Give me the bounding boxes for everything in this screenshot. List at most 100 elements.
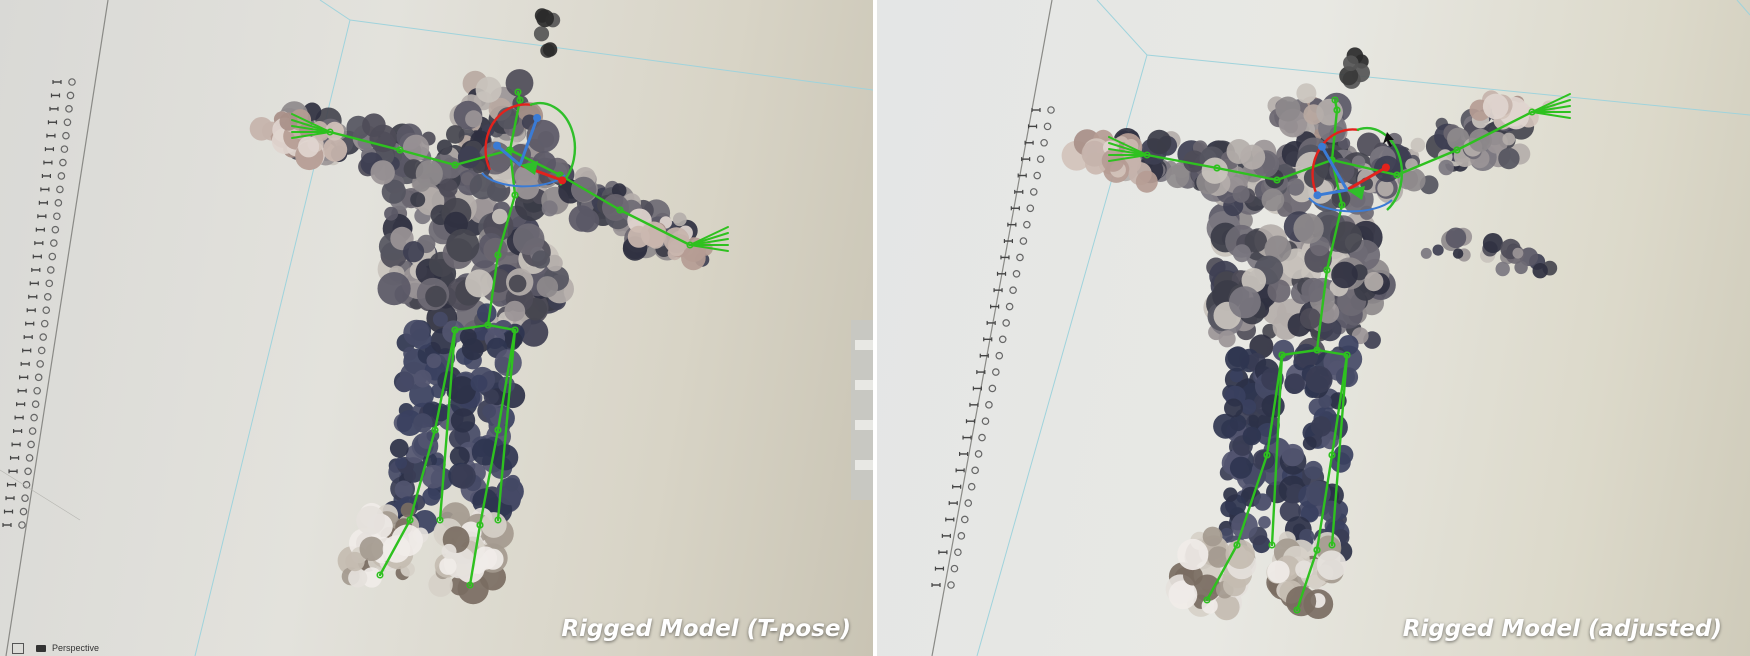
outliner-row[interactable] [44,145,69,153]
viewport-camera-label[interactable]: Perspective [36,643,99,653]
outliner-row[interactable] [34,239,58,247]
sidebar-toggle-icon[interactable] [12,643,24,654]
outliner-row[interactable] [976,368,1000,376]
viewport-panel-right[interactable]: Rigged Model (adjusted) [877,0,1750,656]
bone[interactable] [494,326,519,524]
outliner-row[interactable] [962,433,986,442]
rotate-ring-z[interactable] [1308,197,1393,213]
outliner-row[interactable] [1010,204,1035,213]
outliner-row[interactable] [934,564,959,573]
outliner-row[interactable] [52,78,76,86]
transform-gizmo-left[interactable] [481,102,577,188]
outliner-row[interactable] [938,548,962,557]
rotate-ring-y[interactable] [1356,127,1404,211]
outliner-row[interactable] [1007,220,1031,229]
transform-gizmo-right[interactable] [1308,127,1404,213]
outliner-row[interactable] [11,440,35,449]
outliner-row[interactable] [43,158,67,167]
skeleton-bones-right[interactable] [1108,93,1571,614]
outliner-row[interactable] [49,105,73,113]
outliner-row[interactable] [28,292,52,301]
outliner-row[interactable] [20,360,44,368]
bone[interactable] [1328,351,1351,549]
outliner-row[interactable] [47,118,72,127]
axis-z-arrow[interactable] [518,114,542,167]
rotate-ring-x[interactable] [484,103,533,171]
outliner-row[interactable] [9,454,34,462]
bone[interactable] [376,516,414,579]
bone-icon [16,402,26,407]
outliner-row[interactable] [8,467,32,476]
outliner-row[interactable] [13,427,37,435]
axis-neg-arrow[interactable] [493,141,522,167]
outliner-row[interactable] [1024,138,1048,147]
viewport-panel-left[interactable]: Perspective Rigged Model (T-pose) [0,0,873,656]
outliner-row[interactable] [19,373,43,382]
outliner-row[interactable] [37,212,61,221]
bone[interactable] [1268,351,1286,549]
outliner-row[interactable] [29,279,54,288]
bone[interactable] [514,88,524,104]
outliner-row[interactable] [41,172,66,180]
outliner-row[interactable] [941,532,966,540]
bone[interactable] [1293,546,1321,614]
bone[interactable] [1203,541,1241,604]
rotate-ring-y[interactable] [529,102,577,186]
outliner-row[interactable] [35,225,60,234]
outliner-row[interactable] [952,482,976,491]
outliner-row[interactable] [32,252,57,261]
outliner-row[interactable] [965,417,990,426]
rig-scene-right[interactable] [877,0,1750,656]
outliner-row[interactable] [1017,171,1042,180]
outliner-row[interactable] [26,306,51,315]
outliner-row[interactable] [50,91,75,100]
hand-bones[interactable] [291,113,331,139]
axis-neg-arrow[interactable] [1313,188,1349,200]
outliner-row[interactable] [983,335,1007,344]
outliner-row[interactable] [23,333,48,341]
outliner-row[interactable] [969,401,993,409]
outliner-row[interactable] [46,131,70,140]
axis-z-arrow[interactable] [1318,142,1349,192]
3d-viewport-right[interactable] [877,0,1750,656]
outliner-row[interactable] [1003,237,1028,245]
outliner-row[interactable] [931,581,955,589]
3d-viewport-left[interactable] [0,0,873,656]
outliner-row[interactable] [948,499,973,507]
outliner-row[interactable] [979,351,1004,360]
outliner-row[interactable] [945,515,969,524]
axis-x-arrow[interactable] [1345,163,1390,192]
outliner-row[interactable] [2,521,26,529]
outliner-row[interactable] [17,386,41,395]
outliner-row[interactable] [3,507,28,516]
outliner-row[interactable] [1021,155,1045,163]
rig-scene-left[interactable] [0,0,873,656]
outliner-row[interactable] [972,384,997,393]
outliner-row[interactable] [14,413,38,422]
outliner-row[interactable] [958,450,983,458]
outliner-row[interactable] [5,494,29,502]
outliner-row[interactable] [1031,106,1055,114]
outliner-row[interactable] [22,346,46,355]
plane-handle[interactable] [1347,186,1365,200]
outliner-row[interactable] [993,286,1017,294]
outliner-row[interactable] [986,319,1010,327]
outliner-row[interactable] [31,266,55,274]
hand-bones[interactable] [689,226,729,252]
bone[interactable] [1331,96,1341,114]
outliner-row[interactable] [25,319,49,328]
outliner-row[interactable] [1000,253,1024,262]
outliner-row[interactable] [16,400,40,408]
hand-bones[interactable] [1108,136,1148,162]
outliner-row[interactable] [996,269,1021,278]
bone[interactable] [436,326,459,524]
outliner-row[interactable] [40,185,64,194]
outliner-row[interactable] [38,199,63,207]
plane-handle[interactable] [520,161,538,175]
bone[interactable] [466,521,484,589]
outliner-row[interactable] [1014,188,1038,196]
outliner-row[interactable] [1027,122,1052,131]
outliner-row[interactable] [990,302,1014,311]
hand-bones[interactable] [1531,93,1571,119]
outliner-row[interactable] [955,466,979,475]
